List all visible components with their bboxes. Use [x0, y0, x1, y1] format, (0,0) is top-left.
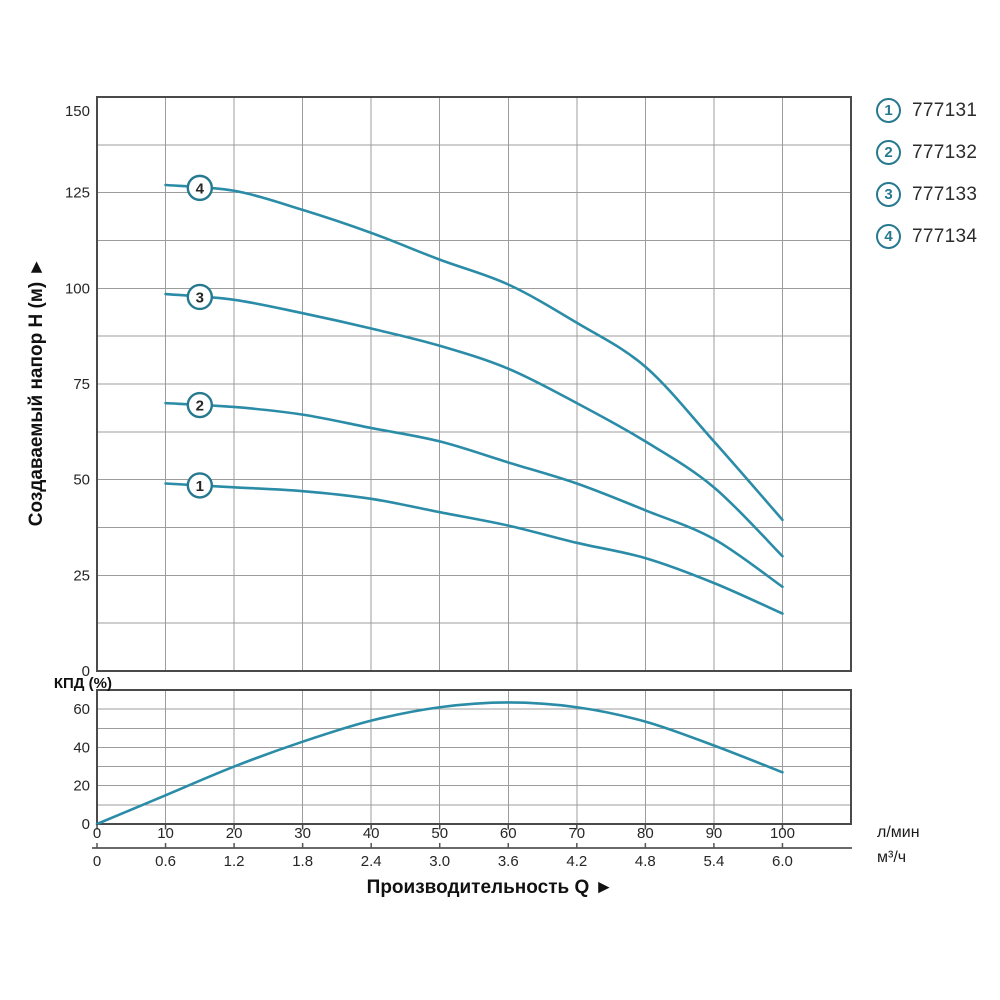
- x-axis-title: Производительность Q ►: [366, 877, 614, 898]
- curve-3-badge: 3: [876, 182, 901, 207]
- x-tick-label-m3h: 0: [93, 853, 101, 870]
- legend-item-777131: 1 777131: [876, 98, 977, 123]
- plot-frame: [96, 689, 852, 825]
- x-tick-label-lmin: 0: [93, 825, 101, 842]
- curve-777132: [164, 401, 784, 589]
- y-axis-title: Создаваемый напор H (м) ►: [26, 257, 47, 527]
- y-tick-label: 40: [73, 739, 90, 756]
- x-tick-label-lmin: 20: [226, 825, 243, 842]
- curve-marker-3: 3: [186, 283, 214, 311]
- x-tick-label-lmin: 90: [706, 825, 723, 842]
- legend-label-777134: 777134: [912, 225, 978, 247]
- plot-frame: [96, 96, 852, 672]
- x-tick-label-m3h: 1.8: [292, 853, 313, 870]
- curve-2-badge: 2: [876, 140, 901, 165]
- y-tick-label: 100: [65, 280, 90, 297]
- curve-marker-4: 4: [186, 174, 214, 202]
- x-axis-secondary: 0 0.6 1.2 1.8 2.4 3.0 3.6 4.2 4.8 5.4 6.0: [92, 843, 852, 870]
- legend: 1 777131 2 777132 3 777133 4 777134: [876, 98, 977, 249]
- y-tick-label: 75: [73, 376, 90, 393]
- unit-label-l-min: л/мин: [877, 824, 920, 841]
- curve-marker-number: 4: [196, 180, 205, 197]
- x-axis-primary: 0 10 20 30 40 50 60 70 80 90 100: [93, 824, 795, 842]
- y-tick-label: 0: [82, 663, 90, 680]
- x-tick-label-lmin: 30: [294, 825, 311, 842]
- x-tick-label-lmin: 40: [363, 825, 380, 842]
- x-tick-label-lmin: 100: [770, 825, 795, 842]
- x-tick-label-lmin: 10: [157, 825, 174, 842]
- y-tick-label: 25: [73, 567, 90, 584]
- x-tick-label-m3h: 6.0: [772, 853, 793, 870]
- efficiency-axis-title: КПД (%): [53, 675, 112, 692]
- x-tick-label-m3h: 3.6: [498, 853, 519, 870]
- legend-label-777133: 777133: [912, 183, 978, 205]
- legend-item-777134: 4 777134: [876, 224, 977, 249]
- x-tick-label-m3h: 5.4: [703, 853, 724, 870]
- curve-marker-1: 1: [186, 472, 214, 499]
- curve-777133: [164, 292, 784, 558]
- x-tick-label-m3h: 2.4: [361, 853, 382, 870]
- x-tick-label-lmin: 50: [431, 825, 448, 842]
- curve-777134: [164, 183, 784, 522]
- legend-label-777131: 777131: [912, 99, 978, 121]
- curve-777131: [164, 482, 784, 615]
- x-tick-label-m3h: 4.2: [566, 853, 587, 870]
- x-tick-label-m3h: 1.2: [224, 853, 245, 870]
- curve-marker-circle: [186, 174, 214, 202]
- efficiency-curve: 0 20 40 60: [73, 689, 852, 833]
- x-tick-label-m3h: 3.0: [429, 853, 450, 870]
- unit-label-m3-h: м³/ч: [877, 849, 907, 866]
- curve-КПД: [95, 701, 784, 826]
- y-tick-label: 50: [73, 472, 90, 489]
- curve-1-badge: 1: [876, 98, 901, 123]
- curve-marker-circle: [186, 391, 214, 419]
- head-curves: 0 25 50 75 100 125 150 1 2 3 4: [65, 96, 852, 680]
- y-tick-label: 20: [73, 778, 90, 795]
- x-tick-label-m3h: 4.8: [635, 853, 656, 870]
- curve-marker-number: 3: [196, 289, 204, 306]
- y-tick-label: 150: [65, 103, 90, 120]
- x-tick-label-lmin: 80: [637, 825, 654, 842]
- curve-marker-circle: [186, 472, 214, 499]
- curve-marker-number: 1: [196, 478, 204, 495]
- y-tick-label: 0: [82, 816, 90, 833]
- y-tick-label: 60: [73, 701, 90, 718]
- legend-item-777132: 2 777132: [876, 140, 977, 165]
- legend-label-777132: 777132: [912, 141, 978, 163]
- curve-marker-circle: [186, 283, 214, 311]
- x-tick-label-lmin: 70: [568, 825, 585, 842]
- legend-item-777133: 3 777133: [876, 182, 977, 207]
- x-tick-label-m3h: 0.6: [155, 853, 176, 870]
- curve-marker-2: 2: [186, 391, 214, 419]
- curve-marker-number: 2: [196, 398, 204, 415]
- curve-4-badge: 4: [876, 224, 901, 249]
- y-tick-label: 125: [65, 185, 90, 202]
- x-tick-label-lmin: 60: [500, 825, 517, 842]
